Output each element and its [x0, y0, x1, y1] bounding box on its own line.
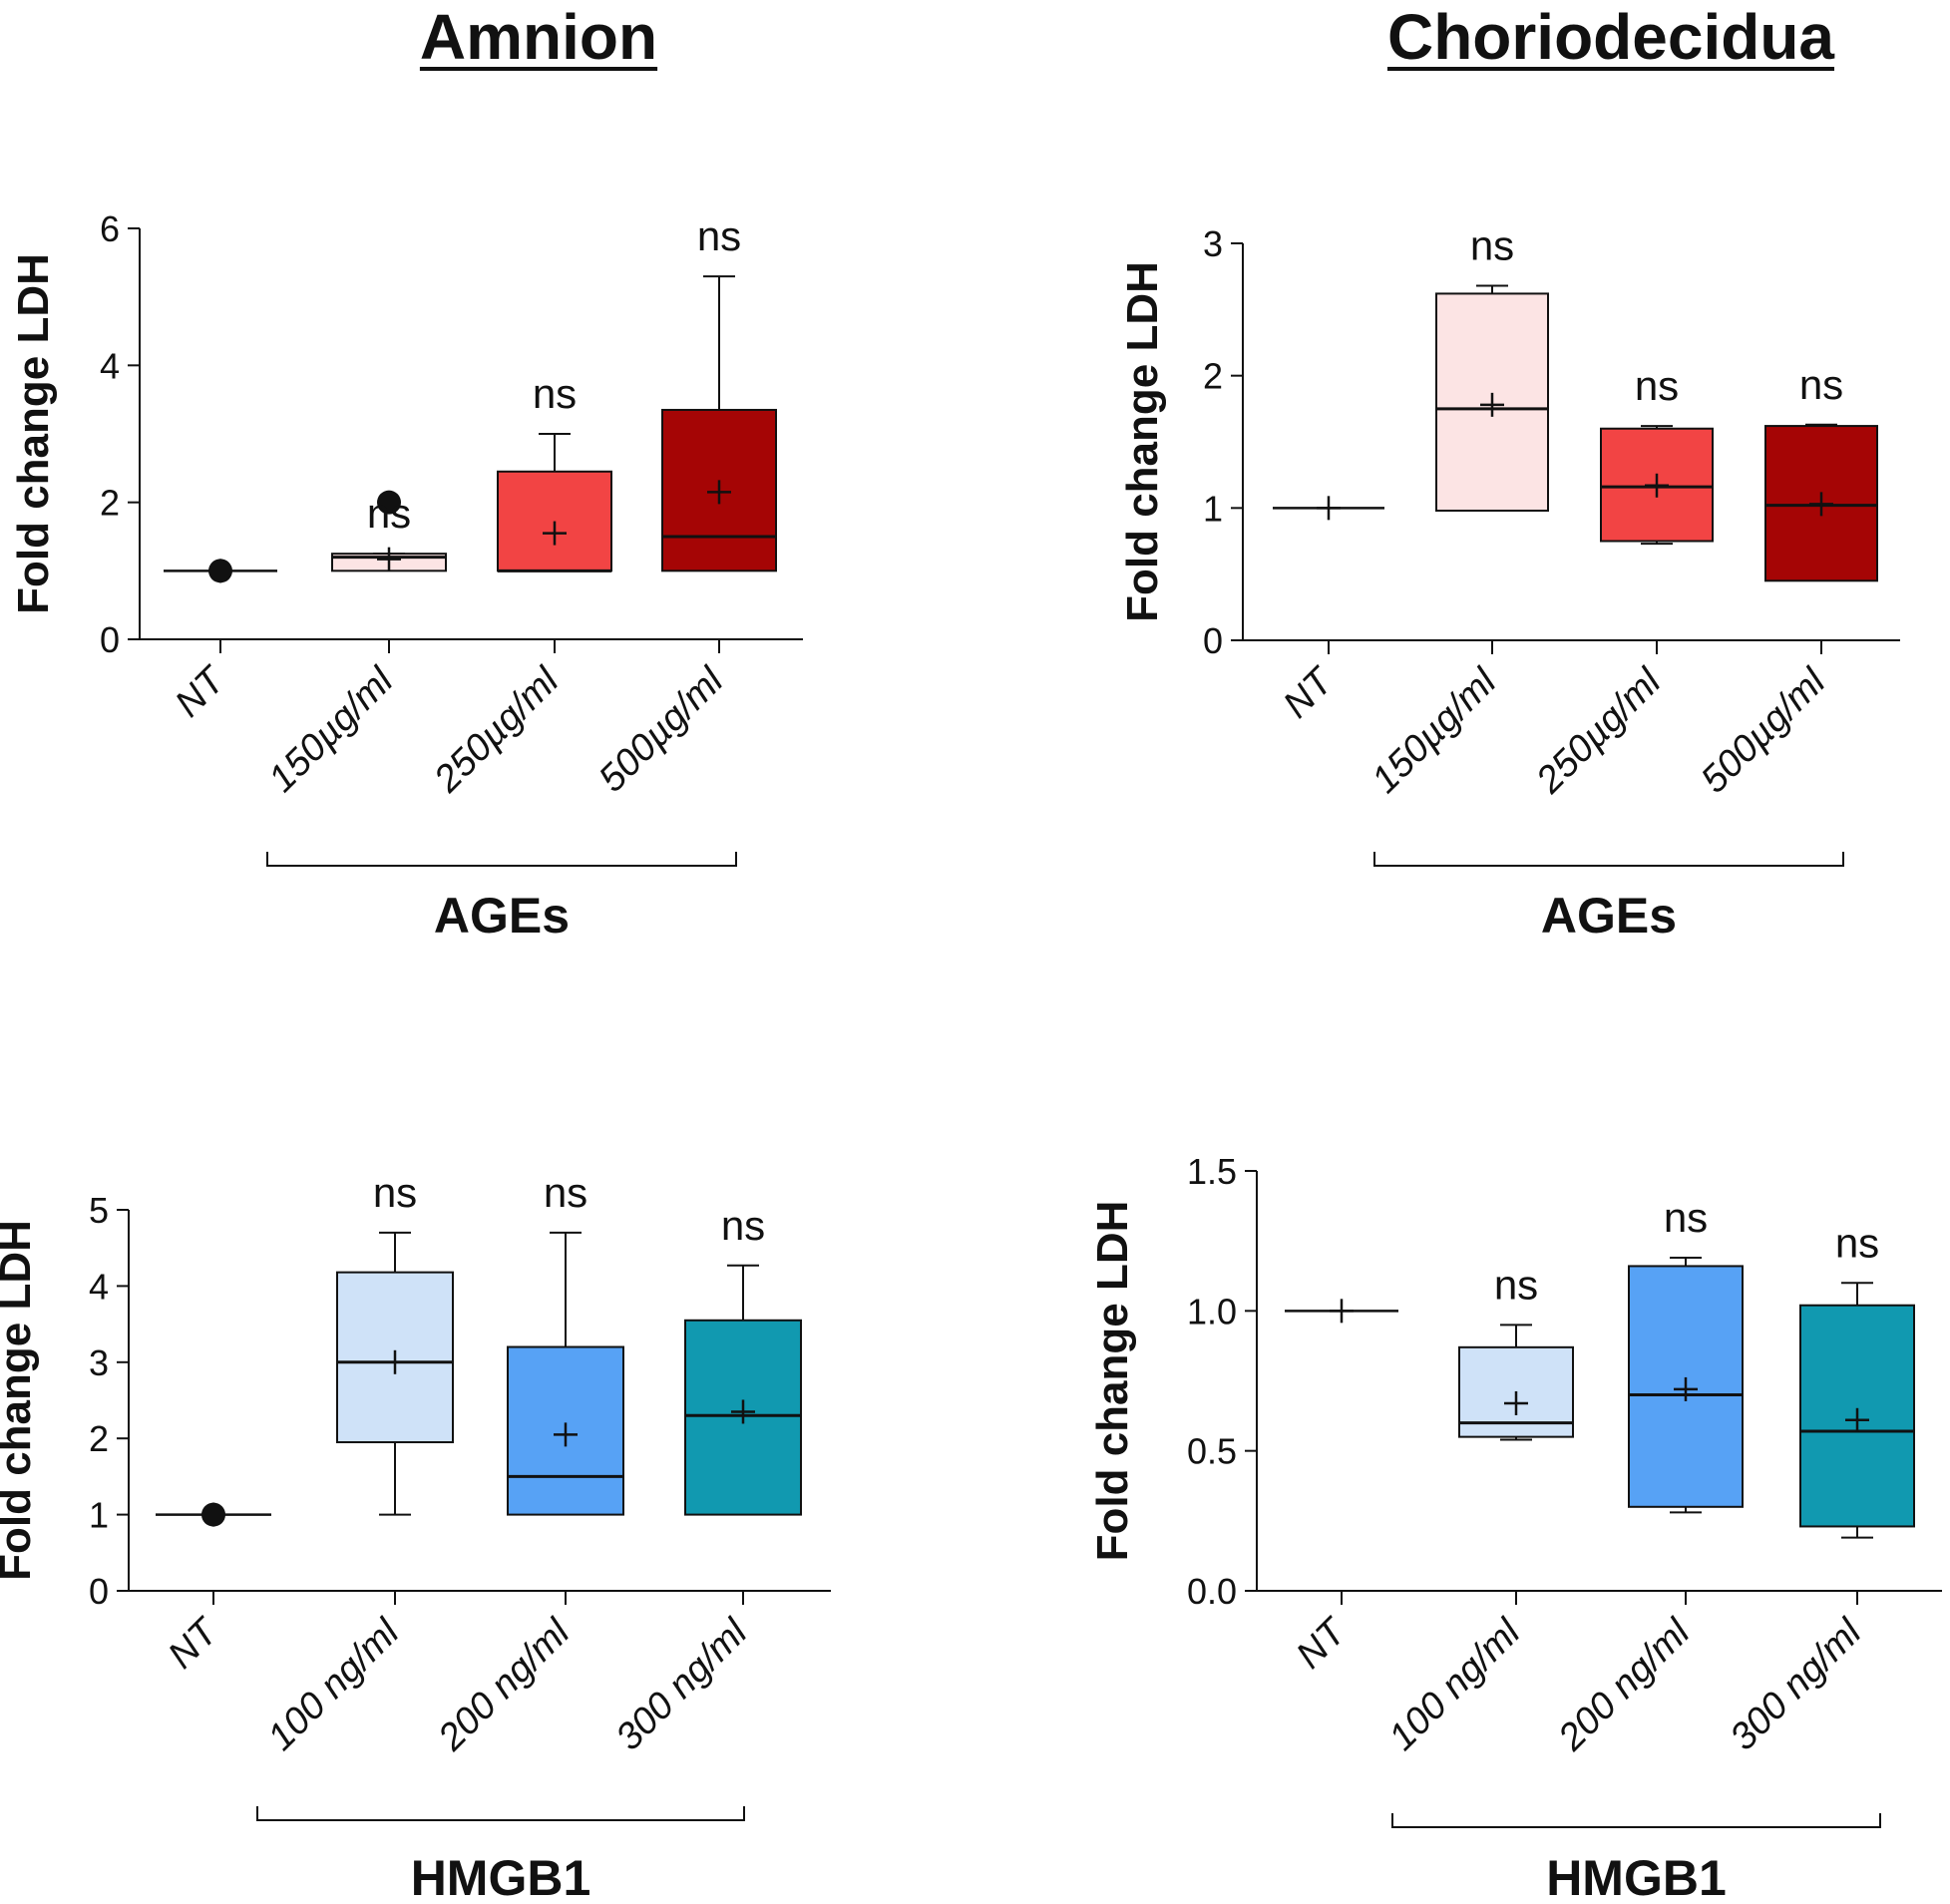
box-plot: ns	[1799, 1219, 1915, 1539]
y-tick-label: 1.0	[1187, 1291, 1237, 1332]
box-plot: ns	[497, 370, 612, 572]
x-tick-label: NT	[161, 1610, 227, 1677]
chart-panel-chorio-hmgb1: 0.0 0.5 1.0 1.5 Fold change LDH NT 100 ng/ml 20…	[1088, 1151, 1942, 1904]
significance-label: ns	[697, 212, 741, 259]
significance-label: ns	[533, 370, 577, 417]
chart-panel-amnion-hmgb1: 0 1 2 3 4 5 Fold change LDH NT 100 ng/ml 200 ng/m…	[0, 1169, 831, 1904]
outlier-point	[201, 1502, 225, 1527]
column-title-choriodecidua: Choriodecidua	[1386, 1, 1835, 73]
x-tick-label: 250µg/ml	[1528, 660, 1671, 803]
x-tick-label: 250µg/ml	[426, 659, 569, 802]
significance-label: ns	[367, 490, 411, 537]
significance-label: ns	[373, 1169, 417, 1216]
significance-label: ns	[1635, 362, 1679, 409]
y-tick-label: 4	[89, 1266, 109, 1307]
significance-label: ns	[1799, 361, 1843, 408]
y-tick-label: 3	[1203, 223, 1223, 264]
x-tick-label: 300 ng/ml	[608, 1611, 757, 1759]
x-tick-label: NT	[1276, 659, 1343, 726]
y-tick-label: 4	[100, 345, 120, 386]
y-tick-label: 0.5	[1187, 1431, 1237, 1472]
box-plot: ns	[507, 1169, 624, 1516]
significance-label: ns	[1494, 1261, 1538, 1308]
x-tick-label: NT	[1289, 1610, 1356, 1677]
y-axis-label: Fold change LDH	[1088, 1201, 1137, 1562]
box-plot	[164, 559, 277, 583]
x-tick-label: NT	[168, 658, 234, 725]
x-tick-label: 100 ng/ml	[1381, 1611, 1530, 1759]
y-tick-label: 1	[89, 1495, 109, 1536]
box-plot: ns	[1764, 361, 1878, 582]
box-plot: ns	[336, 1169, 454, 1516]
significance-label: ns	[1664, 1194, 1708, 1241]
significance-label: ns	[544, 1169, 587, 1216]
x-tick-label: 500µg/ml	[591, 659, 733, 801]
box-plot	[156, 1502, 271, 1527]
column-title-amnion: Amnion	[419, 1, 658, 73]
y-tick-label: 3	[89, 1342, 109, 1383]
y-tick-label: 5	[89, 1190, 109, 1231]
box-plot: ns	[1600, 362, 1714, 546]
group-bracket	[256, 1806, 745, 1821]
x-tick-label: 300 ng/ml	[1723, 1611, 1871, 1759]
significance-label: ns	[721, 1202, 765, 1249]
x-tick-label: 150µg/ml	[261, 659, 403, 801]
chart-panel-chorio-ages: 0 1 2 3 Fold change LDH NT 150µg/ml 250µg/ml 500…	[1118, 221, 1900, 944]
box-plot: ns	[661, 212, 777, 572]
x-tick-label: 150µg/ml	[1365, 660, 1506, 802]
group-bracket	[1391, 1813, 1881, 1828]
group-label: AGEs	[434, 888, 570, 944]
outlier-point	[377, 490, 401, 515]
y-tick-label: 2	[89, 1418, 109, 1459]
group-label: AGEs	[1541, 888, 1677, 944]
box-plot: ns	[1628, 1194, 1744, 1514]
x-tick-label: 500µg/ml	[1694, 660, 1835, 802]
group-bracket	[266, 852, 737, 867]
y-axis-label: Fold change LDH	[0, 1220, 40, 1581]
group-label: HMGB1	[411, 1850, 591, 1904]
significance-label: ns	[1835, 1219, 1879, 1266]
y-tick-label: 6	[100, 208, 120, 249]
y-tick-label: 0	[89, 1571, 109, 1612]
x-tick-label: 200 ng/ml	[1550, 1611, 1700, 1760]
box-plot: ns	[1435, 221, 1549, 512]
box-plot	[1273, 496, 1384, 521]
x-tick-label: 100 ng/ml	[260, 1611, 409, 1759]
y-axis-label: Fold change LDH	[1118, 261, 1167, 622]
y-tick-label: 1	[1203, 488, 1223, 529]
group-bracket	[1373, 852, 1844, 867]
outlier-point	[208, 559, 232, 583]
y-axis-label: Fold change LDH	[9, 253, 58, 614]
y-tick-label: 2	[100, 483, 120, 524]
box-plot: ns	[684, 1202, 802, 1516]
y-tick-label: 2	[1203, 356, 1223, 397]
y-tick-label: 0	[100, 619, 120, 660]
box-plot	[1285, 1299, 1398, 1324]
group-label: HMGB1	[1546, 1850, 1727, 1904]
y-tick-label: 0	[1203, 620, 1223, 661]
x-tick-label: 200 ng/ml	[430, 1611, 580, 1760]
box-iqr	[497, 470, 612, 572]
significance-label: ns	[1470, 221, 1514, 268]
box-plot: ns	[331, 490, 447, 572]
y-tick-label: 0.0	[1187, 1571, 1237, 1612]
y-tick-label: 1.5	[1187, 1151, 1237, 1192]
chart-panel-amnion-ages: 0 2 4 6 Fold change LDH NT 150µg/ml 250µg/ml 500…	[9, 208, 803, 944]
box-plot: ns	[1458, 1261, 1574, 1441]
